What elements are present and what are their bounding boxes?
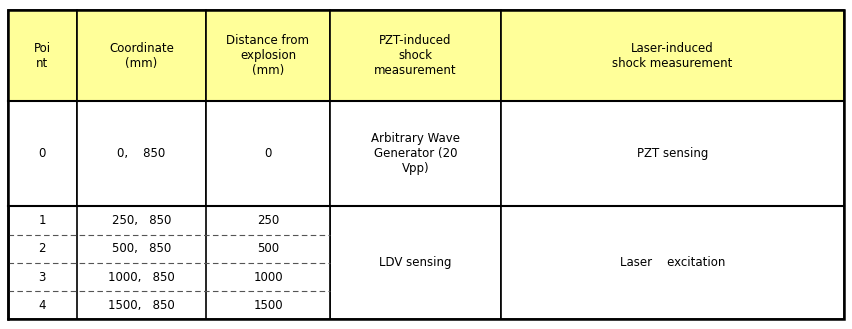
Bar	[77, 10, 206, 101]
Bar	[77, 235, 206, 263]
Bar	[8, 263, 77, 291]
Bar	[330, 10, 501, 101]
Bar	[206, 101, 330, 206]
Text: 2: 2	[38, 242, 46, 255]
Bar	[77, 101, 206, 206]
Bar	[501, 101, 844, 206]
Bar	[206, 263, 330, 291]
Bar	[8, 101, 77, 206]
Text: 500: 500	[257, 242, 279, 255]
Bar	[77, 291, 206, 319]
Bar	[206, 291, 330, 319]
Text: 4: 4	[38, 299, 46, 312]
Text: 1000: 1000	[253, 270, 283, 284]
Bar	[8, 10, 77, 101]
Bar	[77, 206, 206, 235]
Text: Poi
nt: Poi nt	[34, 41, 51, 69]
Bar	[206, 206, 330, 235]
Bar	[501, 206, 844, 319]
Bar	[330, 101, 501, 206]
Text: 1500: 1500	[253, 299, 283, 312]
Bar	[206, 10, 330, 101]
Text: 1: 1	[38, 214, 46, 227]
Bar	[206, 235, 330, 263]
Text: Distance from
explosion
(mm): Distance from explosion (mm)	[227, 34, 309, 77]
Text: 1000,   850: 1000, 850	[108, 270, 175, 284]
Text: 1500,   850: 1500, 850	[108, 299, 175, 312]
Text: 0,    850: 0, 850	[118, 147, 165, 160]
Text: Coordinate
(mm): Coordinate (mm)	[109, 41, 174, 69]
Bar	[8, 291, 77, 319]
Text: PZT sensing: PZT sensing	[637, 147, 708, 160]
Text: 3: 3	[38, 270, 46, 284]
Bar	[501, 10, 844, 101]
Text: 500,   850: 500, 850	[112, 242, 171, 255]
Text: 0: 0	[38, 147, 46, 160]
Bar	[8, 206, 77, 235]
Text: 0: 0	[264, 147, 272, 160]
Text: LDV sensing: LDV sensing	[379, 256, 452, 269]
Bar	[8, 235, 77, 263]
Text: Laser-induced
shock measurement: Laser-induced shock measurement	[613, 41, 733, 69]
Text: 250,   850: 250, 850	[112, 214, 171, 227]
Text: Arbitrary Wave
Generator (20
Vpp): Arbitrary Wave Generator (20 Vpp)	[371, 132, 460, 175]
Bar	[330, 206, 501, 319]
Text: 250: 250	[256, 214, 279, 227]
Text: Laser    excitation: Laser excitation	[620, 256, 725, 269]
Text: PZT-induced
shock
measurement: PZT-induced shock measurement	[374, 34, 457, 77]
Bar	[77, 263, 206, 291]
